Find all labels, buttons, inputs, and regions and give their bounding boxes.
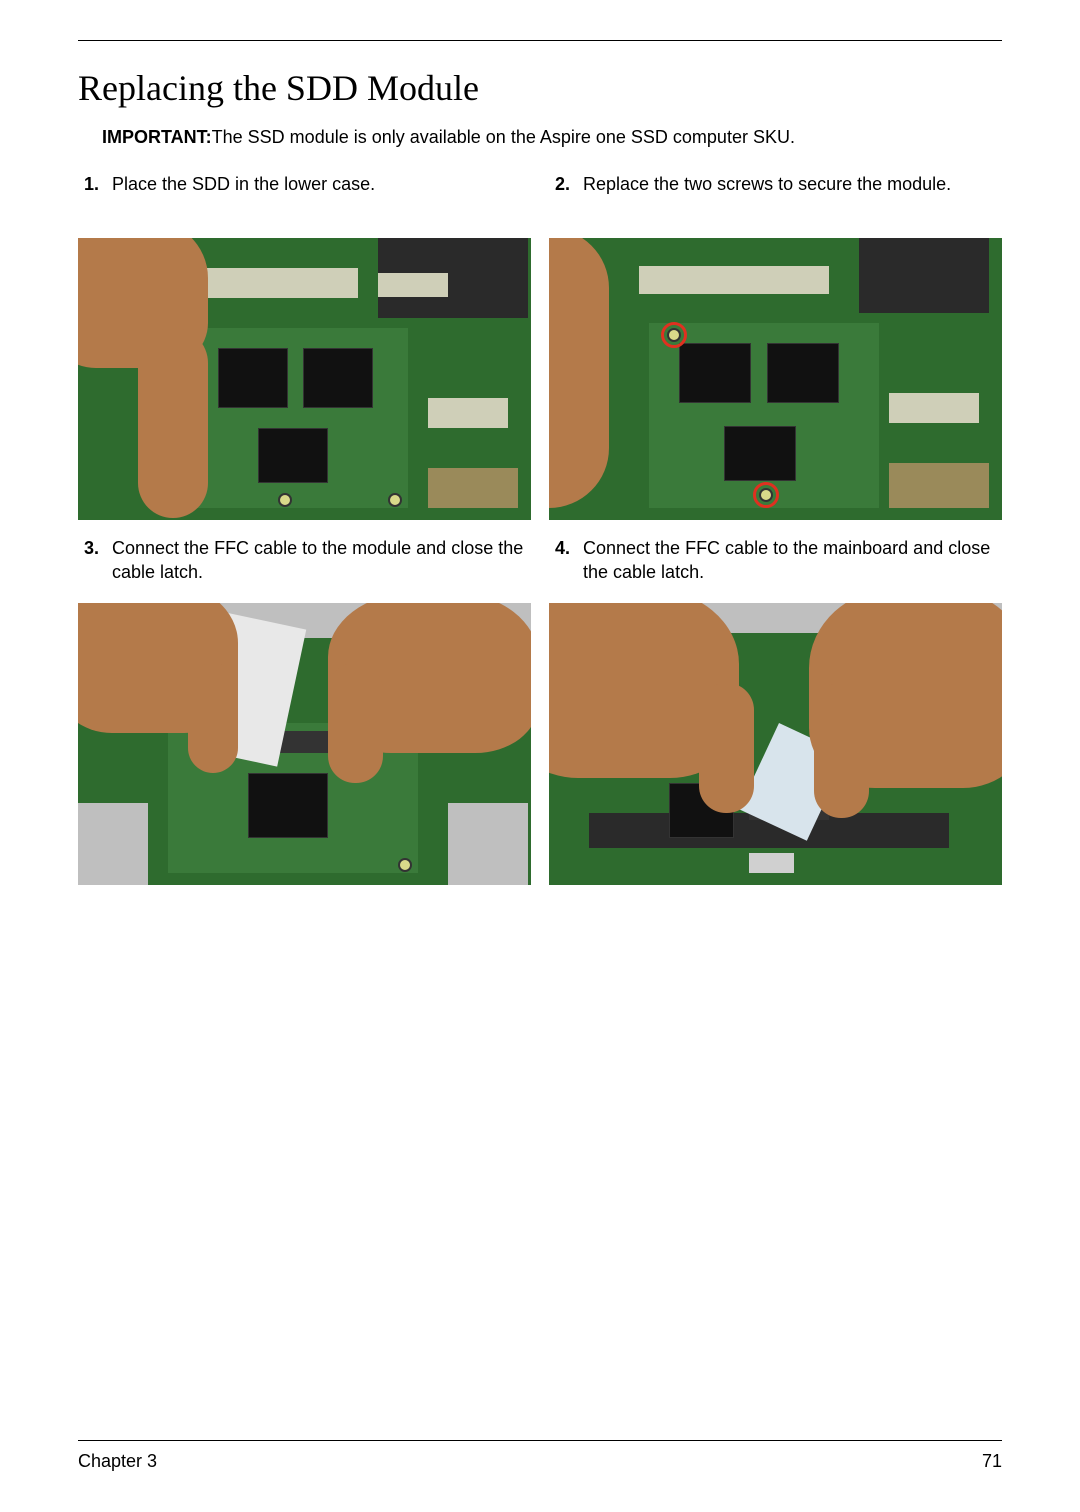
step-number: 2. <box>555 172 583 196</box>
figure-step-4 <box>549 603 1002 885</box>
step-number: 3. <box>84 536 112 560</box>
important-note: IMPORTANT:The SSD module is only availab… <box>102 127 1002 148</box>
footer-chapter: Chapter 3 <box>78 1451 157 1472</box>
step-number: 4. <box>555 536 583 560</box>
figure-step-1 <box>78 238 531 520</box>
figure-step-3 <box>78 603 531 885</box>
step-4: 4. Connect the FFC cable to the mainboar… <box>555 536 1002 585</box>
figure-step-2 <box>549 238 1002 520</box>
important-text: The SSD module is only available on the … <box>212 127 795 147</box>
step-number: 1. <box>84 172 112 196</box>
step-body: Connect the FFC cable to the module and … <box>112 536 531 585</box>
step-body: Place the SDD in the lower case. <box>112 172 531 196</box>
important-label: IMPORTANT: <box>102 127 212 147</box>
section-title: Replacing the SDD Module <box>78 67 1002 109</box>
step-3: 3. Connect the FFC cable to the module a… <box>84 536 531 585</box>
footer-page-number: 71 <box>982 1451 1002 1472</box>
step-2: 2. Replace the two screws to secure the … <box>555 172 1002 220</box>
step-1: 1. Place the SDD in the lower case. <box>84 172 531 220</box>
step-body: Connect the FFC cable to the mainboard a… <box>583 536 1002 585</box>
step-body: Replace the two screws to secure the mod… <box>583 172 1002 196</box>
page-footer: Chapter 3 71 <box>78 1440 1002 1472</box>
